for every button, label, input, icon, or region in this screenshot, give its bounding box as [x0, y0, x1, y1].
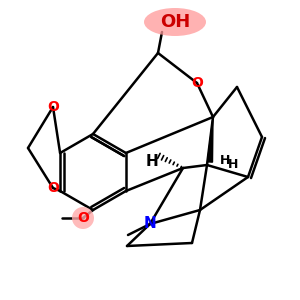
- Text: H: H: [228, 158, 238, 170]
- Ellipse shape: [144, 8, 206, 36]
- Text: H: H: [146, 154, 158, 169]
- Polygon shape: [208, 117, 213, 162]
- Text: O: O: [191, 76, 203, 90]
- Text: O: O: [77, 211, 89, 225]
- Text: OH: OH: [160, 13, 190, 31]
- Text: O: O: [47, 100, 59, 114]
- Text: O: O: [47, 181, 59, 195]
- Ellipse shape: [72, 207, 94, 229]
- Text: H: H: [220, 154, 230, 166]
- Text: N: N: [144, 217, 156, 232]
